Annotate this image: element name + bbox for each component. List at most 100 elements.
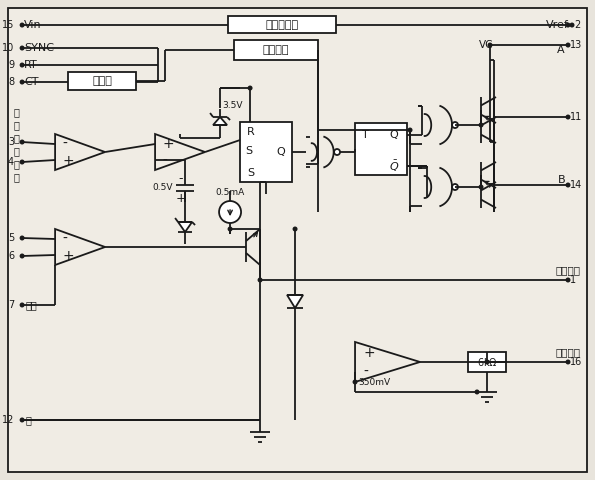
Circle shape — [565, 182, 571, 188]
Text: 3.5V: 3.5V — [222, 100, 243, 109]
Text: 补偿: 补偿 — [25, 300, 37, 310]
Circle shape — [565, 43, 571, 48]
Text: 350mV: 350mV — [358, 378, 390, 387]
Text: 14: 14 — [570, 180, 583, 190]
Text: 4: 4 — [8, 157, 14, 167]
Text: 基准调整器: 基准调整器 — [265, 20, 299, 30]
Text: VC: VC — [479, 40, 493, 50]
Text: A: A — [558, 45, 565, 55]
Circle shape — [219, 201, 241, 223]
Circle shape — [20, 23, 24, 27]
Polygon shape — [213, 117, 227, 125]
Text: Q: Q — [389, 130, 398, 140]
Text: 1: 1 — [570, 275, 576, 285]
Text: RT: RT — [24, 60, 38, 70]
Bar — [240, 122, 292, 182]
Text: -: - — [62, 232, 67, 246]
Circle shape — [20, 302, 24, 308]
Circle shape — [353, 380, 358, 384]
Circle shape — [227, 227, 233, 231]
Text: 设: 设 — [13, 159, 19, 169]
Text: Vin: Vin — [24, 20, 42, 30]
Text: +: + — [363, 346, 375, 360]
Text: +: + — [162, 137, 174, 151]
Text: 测: 测 — [13, 133, 19, 143]
Circle shape — [20, 140, 24, 144]
Circle shape — [20, 253, 24, 259]
Text: SYNC: SYNC — [24, 43, 54, 53]
Bar — [355, 123, 407, 175]
Text: 0.5mA: 0.5mA — [215, 188, 245, 196]
Polygon shape — [287, 295, 303, 308]
Text: -: - — [162, 154, 167, 168]
Text: 电: 电 — [13, 107, 19, 117]
Bar — [234, 40, 318, 60]
Text: 流: 流 — [13, 120, 19, 130]
Circle shape — [293, 227, 298, 231]
Circle shape — [20, 80, 24, 84]
Text: +: + — [62, 249, 74, 263]
Circle shape — [475, 389, 480, 395]
Text: Q: Q — [276, 147, 285, 157]
Text: 7: 7 — [8, 300, 14, 310]
Text: 8: 8 — [8, 77, 14, 87]
Text: 6k$\Omega$: 6k$\Omega$ — [477, 356, 497, 368]
Text: 定: 定 — [13, 172, 19, 182]
Text: 15: 15 — [2, 20, 14, 30]
Circle shape — [20, 159, 24, 165]
Circle shape — [248, 85, 252, 91]
Text: -: - — [179, 172, 183, 185]
Circle shape — [565, 360, 571, 364]
Text: 11: 11 — [570, 112, 583, 122]
Text: R: R — [247, 127, 255, 137]
Text: 地: 地 — [25, 415, 31, 425]
Polygon shape — [178, 222, 192, 232]
Text: -: - — [363, 365, 368, 379]
Text: 6: 6 — [8, 251, 14, 261]
Text: 9: 9 — [8, 60, 14, 70]
Text: $\bar{Q}$: $\bar{Q}$ — [389, 158, 399, 174]
Circle shape — [487, 43, 493, 48]
Text: 2: 2 — [574, 20, 580, 30]
Bar — [468, 352, 506, 372]
Text: 量: 量 — [13, 146, 19, 156]
Text: -: - — [62, 137, 67, 151]
Text: 0.5V: 0.5V — [153, 182, 173, 192]
Text: 13: 13 — [570, 40, 583, 50]
Text: S: S — [247, 168, 254, 178]
Circle shape — [478, 184, 484, 190]
Circle shape — [565, 23, 571, 27]
Bar — [228, 16, 336, 33]
Text: CT: CT — [24, 77, 39, 87]
Text: 电流限制: 电流限制 — [556, 265, 581, 275]
Circle shape — [565, 115, 571, 120]
Circle shape — [20, 418, 24, 422]
Text: B: B — [558, 175, 565, 185]
Circle shape — [20, 236, 24, 240]
Text: 关闭信号: 关闭信号 — [556, 347, 581, 357]
Text: 12: 12 — [2, 415, 14, 425]
Circle shape — [452, 122, 458, 128]
Circle shape — [334, 149, 340, 155]
Text: Vref: Vref — [546, 20, 569, 30]
Text: +: + — [176, 192, 186, 204]
Circle shape — [569, 23, 575, 27]
Text: +: + — [62, 154, 74, 168]
Text: 振荡器: 振荡器 — [92, 76, 112, 86]
Circle shape — [565, 277, 571, 283]
Text: 欠压锁定: 欠压锁定 — [263, 45, 289, 55]
Bar — [68, 72, 136, 90]
Circle shape — [408, 128, 412, 132]
Circle shape — [20, 46, 24, 50]
Circle shape — [20, 62, 24, 68]
Circle shape — [484, 360, 490, 364]
Circle shape — [258, 277, 262, 283]
Text: S: S — [245, 146, 252, 156]
Text: 10: 10 — [2, 43, 14, 53]
Text: 16: 16 — [570, 357, 583, 367]
Text: T: T — [362, 130, 369, 140]
Text: 5: 5 — [8, 233, 14, 243]
Circle shape — [478, 122, 484, 128]
Text: 3: 3 — [8, 137, 14, 147]
Circle shape — [452, 184, 458, 190]
